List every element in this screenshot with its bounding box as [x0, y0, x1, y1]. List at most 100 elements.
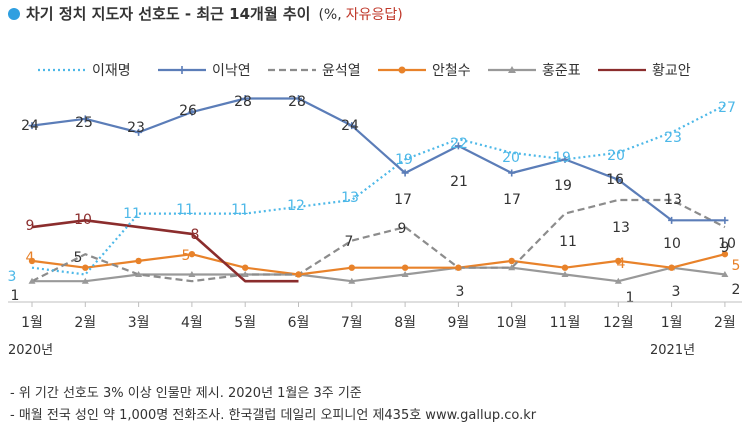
data-label: 22	[450, 136, 468, 152]
data-label: 9	[721, 240, 730, 256]
data-label: 24	[21, 118, 39, 134]
data-label: 24	[341, 118, 359, 134]
data-point	[295, 95, 302, 103]
data-label: 11	[123, 206, 141, 222]
data-point	[81, 115, 89, 123]
data-label: 25	[75, 115, 93, 131]
series-markers	[28, 95, 729, 284]
line-chart: 차기 정치 지도자 선호도 - 최근 14개월 추이 (%, 자유응답) 이재명…	[8, 5, 742, 358]
data-point	[401, 264, 409, 271]
data-label: 26	[179, 103, 197, 119]
data-point	[401, 270, 409, 277]
data-label: 12	[287, 198, 305, 214]
data-label: 10	[74, 212, 92, 228]
data-point	[561, 264, 569, 271]
data-label: 11	[559, 234, 577, 250]
series-line	[31, 104, 726, 276]
data-label: 17	[503, 192, 521, 208]
data-label: 19	[395, 152, 413, 168]
legend-label: 안철수	[432, 63, 471, 79]
footnotes: - 위 기간 선호도 3% 이상 인물만 제시. 2020년 1월은 3주 기준…	[10, 383, 536, 427]
legend-label: 이재명	[92, 63, 131, 79]
data-label: 20	[607, 148, 625, 164]
footnote-1: - 위 기간 선호도 3% 이상 인물만 제시. 2020년 1월은 3주 기준	[10, 386, 362, 401]
data-label: 23	[664, 130, 682, 146]
x-tick-label: 7월	[341, 315, 363, 331]
data-point	[82, 264, 89, 271]
data-label: 13	[341, 190, 359, 206]
bullet-icon	[8, 8, 20, 20]
data-label: 10	[718, 236, 736, 252]
data-point	[295, 271, 302, 278]
data-label: 5	[732, 258, 741, 274]
data-point	[721, 270, 729, 277]
x-tick-label: 8월	[394, 315, 416, 331]
x-tick-label: 9월	[448, 315, 470, 331]
data-point	[28, 122, 36, 130]
data-label: 9	[398, 221, 407, 237]
series-line	[31, 253, 726, 276]
series-line	[31, 198, 726, 283]
data-point	[241, 270, 249, 277]
data-point	[348, 122, 356, 130]
x-tick-label: 11월	[550, 315, 581, 331]
data-label: 28	[288, 94, 306, 110]
x-axis: 1월 2월 3월 4월 5월 6월 7월 8월 9월 10월 11월 12월 1월 2월 2020년 2021…	[8, 301, 742, 358]
data-label: 1	[11, 288, 20, 304]
data-point	[81, 277, 89, 284]
x-tick-label: 3월	[128, 315, 150, 331]
data-point	[135, 270, 143, 277]
data-label: 16	[606, 172, 624, 188]
data-label: 11	[176, 202, 194, 218]
series-line	[31, 219, 299, 283]
legend-marker	[398, 66, 406, 74]
chart-title-note: 자유응답)	[346, 7, 403, 23]
x-tick-label: 4월	[181, 315, 203, 331]
legend-marker	[178, 66, 186, 74]
series-lines	[31, 97, 726, 283]
data-label: 3	[672, 284, 681, 300]
x-tick-label: 6월	[288, 315, 310, 331]
data-point	[401, 169, 409, 177]
x-tick-label: 1월	[21, 315, 43, 331]
data-label: 9	[26, 218, 35, 234]
data-point	[508, 169, 516, 177]
data-point	[508, 257, 515, 265]
x-tick-label: 2월	[74, 315, 96, 331]
data-label: 27	[718, 100, 736, 116]
legend-marker	[508, 66, 516, 73]
data-label: 10	[663, 236, 681, 252]
data-label: 19	[554, 178, 572, 194]
data-label: 3	[8, 269, 17, 285]
chart-title-unit: (%,	[318, 7, 341, 23]
data-label: 4	[617, 256, 626, 272]
year-label-end: 2021년	[650, 343, 695, 358]
data-label: 4	[26, 250, 35, 266]
data-point	[28, 277, 36, 284]
data-point	[668, 264, 675, 271]
x-tick-label: 10월	[496, 315, 527, 331]
x-tick-label: 2월	[714, 315, 736, 331]
data-label: 20	[502, 150, 520, 166]
data-point	[135, 128, 143, 136]
data-label: 11	[231, 202, 249, 218]
x-tick-label: 5월	[234, 315, 256, 331]
data-label: 13	[664, 192, 682, 208]
data-point	[28, 257, 36, 265]
legend: 이재명 이낙연 윤석열 안철수 홍준표 황교안	[38, 63, 691, 79]
data-label: 5	[182, 248, 191, 264]
data-point	[614, 176, 622, 184]
data-point	[721, 250, 729, 258]
series-line	[31, 97, 725, 222]
data-label: 3	[456, 284, 465, 300]
x-tick-label: 1월	[661, 315, 683, 331]
data-label: 2	[732, 282, 741, 298]
data-point	[348, 264, 355, 271]
data-point	[668, 216, 676, 224]
data-point	[508, 264, 516, 271]
data-label: 5	[74, 250, 83, 266]
data-label: 1	[626, 290, 635, 306]
chart-title: 차기 정치 지도자 선호도 - 최근 14개월 추이	[26, 5, 310, 23]
